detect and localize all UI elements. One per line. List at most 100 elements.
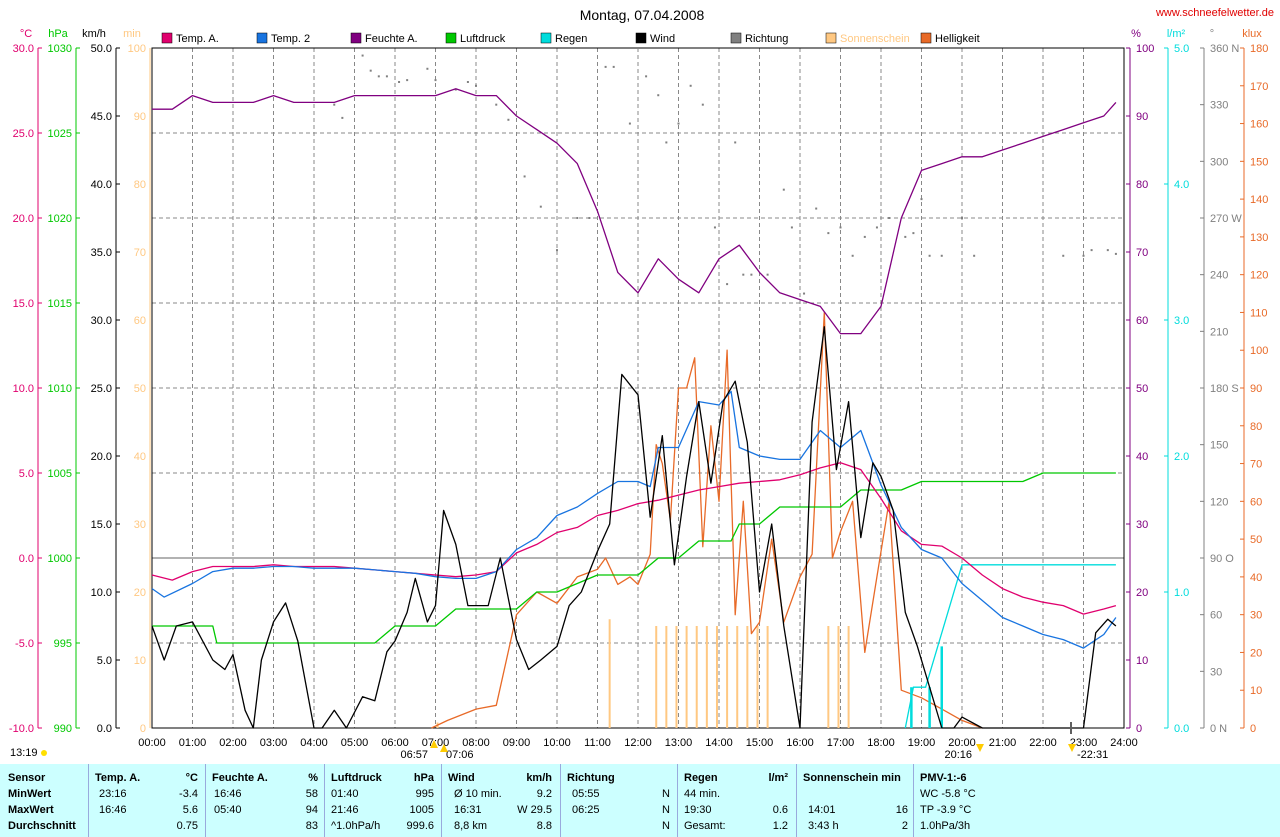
x-tick-label: 03:00 <box>260 737 288 749</box>
hpa-tick-label: 1015 <box>48 298 72 310</box>
summary-header-pmv: PMV-1:-6 <box>920 772 967 784</box>
wind-tick-label: 15.0 <box>91 519 112 531</box>
min-tick-label: 30 <box>134 519 146 531</box>
summary-wind-time: 8,8 km <box>454 820 488 832</box>
right-axis-unit: l/m² <box>1167 28 1186 40</box>
direction-dot <box>1082 254 1085 257</box>
summary-luftdruck-time: ^1.0hPa/h <box>331 820 381 832</box>
klux-tick-label: 120 <box>1250 270 1268 282</box>
direction-dot <box>734 141 737 144</box>
legend-label: Feuchte A. <box>365 33 418 45</box>
summary-temp-time: 16:46 <box>99 804 127 816</box>
direction-dot <box>1114 252 1117 255</box>
x-axis: 00:0001:0002:0003:0004:0005:0006:0007:00… <box>138 737 1138 749</box>
series-helligkeit-line <box>431 311 983 729</box>
direction-dot <box>920 198 923 201</box>
direction-dot <box>604 65 607 68</box>
legend-swatch <box>730 32 742 44</box>
direction-dot <box>875 226 878 229</box>
grid <box>151 47 1125 729</box>
rain-tick-label: 2.0 <box>1174 451 1189 463</box>
temp-tick-label: 20.0 <box>13 213 34 225</box>
pct-tick-label: 10 <box>1136 655 1148 667</box>
left-axis-unit: °C <box>20 28 32 40</box>
legend-swatch <box>920 32 932 44</box>
summary-temp-val: -3.4 <box>179 788 198 800</box>
hpa-tick-label: 995 <box>54 638 72 650</box>
summary-header-richtung: Richtung <box>567 772 615 784</box>
summary-regen-time: 44 min. <box>684 788 721 800</box>
rain-tick-label: 3.0 <box>1174 315 1189 327</box>
deg-tick-label: 360 N <box>1210 43 1239 55</box>
wind-tick-label: 50.0 <box>91 43 112 55</box>
temp-tick-label: 5.0 <box>19 468 34 480</box>
wind-tick-label: 40.0 <box>91 179 112 191</box>
summary-header-luftdruck: Luftdruck <box>331 772 382 784</box>
deg-tick-label: 90 O <box>1210 553 1234 565</box>
summary-richtung-time: 06:25 <box>572 804 600 816</box>
direction-dot <box>361 54 364 57</box>
summary-label: Durchschnitt <box>8 820 76 832</box>
summary-richtung-val: N <box>662 788 670 800</box>
direction-dot <box>507 118 510 121</box>
direction-dot <box>713 226 716 229</box>
legend-label: Temp. A. <box>176 33 219 45</box>
klux-tick-label: 30 <box>1250 610 1262 622</box>
sun-icon <box>41 750 47 756</box>
sun-events: 13:19 06:57 07:06 20:16 -22:31 <box>10 722 1108 761</box>
min-tick-label: 20 <box>134 587 146 599</box>
summary-sonne-time: 3:43 h <box>808 820 839 832</box>
klux-tick-label: 150 <box>1250 156 1268 168</box>
deg-tick-label: 150 <box>1210 440 1228 452</box>
x-tick-label: 14:00 <box>705 737 733 749</box>
direction-dot <box>341 116 344 119</box>
x-tick-label: 20:00 <box>948 737 976 749</box>
summary-sonne-time: 14:01 <box>808 804 836 816</box>
pct-tick-label: 60 <box>1136 315 1148 327</box>
klux-tick-label: 40 <box>1250 572 1262 584</box>
legend-label: Regen <box>555 33 587 45</box>
summary-regen-val: 0.6 <box>772 804 788 816</box>
wind-tick-label: 35.0 <box>91 247 112 259</box>
klux-tick-label: 70 <box>1250 459 1262 471</box>
direction-dot <box>928 254 931 257</box>
series-feuchte-a-line <box>152 88 1117 335</box>
chart-title: Montag, 07.04.2008 <box>580 7 705 23</box>
direction-dot <box>665 141 668 144</box>
summary-header-regen: Regen <box>684 772 718 784</box>
direction-dot <box>645 75 648 78</box>
legend-swatch <box>445 32 457 44</box>
direction-dot <box>973 254 976 257</box>
summary-header-wind-unit: km/h <box>526 772 552 784</box>
weather-chart: Montag, 07.04.2008 www.schneefelwetter.d… <box>9 7 1274 761</box>
x-tick-label: 21:00 <box>989 737 1017 749</box>
min-tick-label: 70 <box>134 247 146 259</box>
direction-dot <box>475 84 477 87</box>
direction-dot <box>863 235 866 238</box>
wind-tick-label: 0.0 <box>97 723 112 735</box>
summary-feuchte-val: 58 <box>305 788 318 800</box>
legend-swatch <box>635 32 647 44</box>
x-tick-label: 17:00 <box>827 737 855 749</box>
summary-wind-val: W 29.5 <box>517 804 552 816</box>
deg-tick-label: 270 W <box>1210 213 1242 225</box>
klux-tick-label: 130 <box>1250 232 1268 244</box>
summary-header-luftdruck-unit: hPa <box>413 772 434 784</box>
klux-tick-label: 10 <box>1250 685 1262 697</box>
min-tick-label: 10 <box>134 655 146 667</box>
direction-dot <box>628 122 631 125</box>
summary-temp-val: 5.6 <box>182 804 198 816</box>
summary-regen-time: Gesamt: <box>684 820 726 832</box>
hpa-tick-label: 1020 <box>48 213 72 225</box>
direction-dot <box>888 217 891 219</box>
klux-tick-label: 140 <box>1250 194 1268 206</box>
min-tick-label: 50 <box>134 383 146 395</box>
summary-header-sonnenschein: Sonnenschein min <box>803 772 901 784</box>
series-temp-a-line <box>151 462 1117 615</box>
site-link[interactable]: www.schneefelwetter.de <box>1155 7 1274 19</box>
direction-dot <box>803 292 806 295</box>
summary-wind-time: Ø 10 min. <box>454 788 502 800</box>
legend-swatch <box>350 32 362 44</box>
x-tick-label: 10:00 <box>543 737 571 749</box>
direction-dot <box>689 84 692 87</box>
